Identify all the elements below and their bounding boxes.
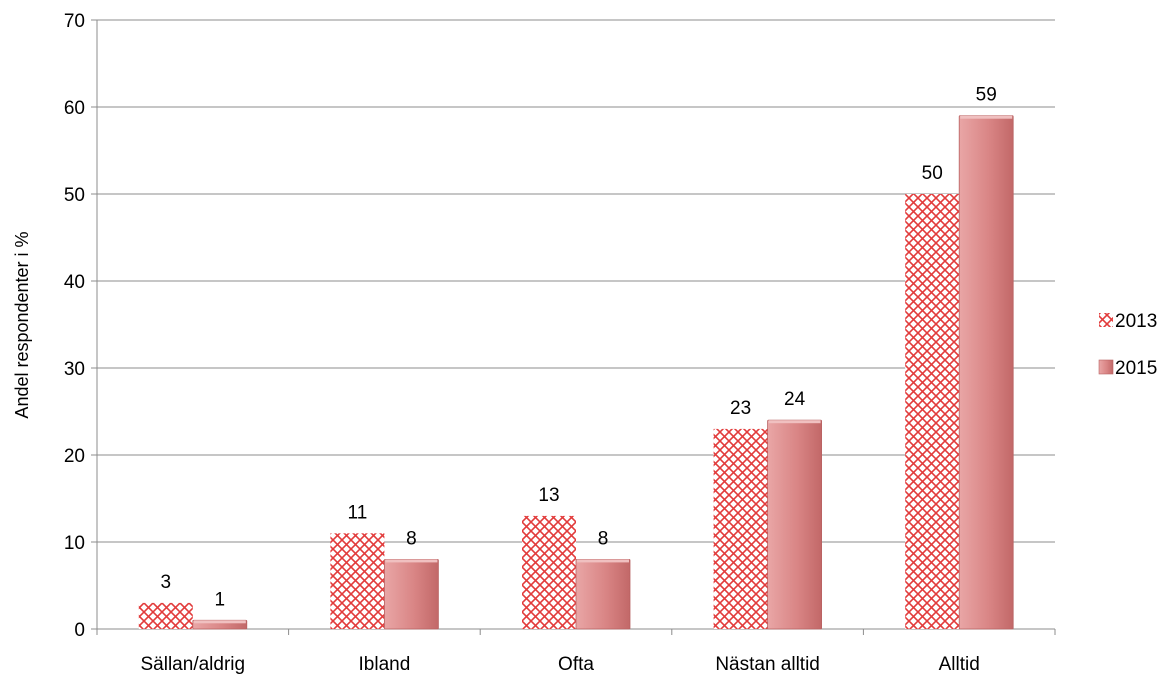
bar-2015-top-highlight — [194, 620, 246, 623]
data-label: 24 — [784, 389, 806, 410]
bar-2015 — [576, 559, 630, 629]
data-label: 8 — [598, 528, 609, 549]
y-tick-label: 10 — [64, 533, 85, 554]
bar-2013 — [905, 194, 959, 629]
bar-2015-top-highlight — [769, 420, 821, 423]
data-label: 8 — [406, 528, 417, 549]
bars — [139, 116, 1013, 629]
legend: 2013 2015 — [1099, 311, 1157, 379]
legend-swatch — [1099, 360, 1113, 374]
data-label: 1 — [215, 589, 226, 610]
y-tick-label: 20 — [64, 446, 85, 467]
legend-label: 2015 — [1115, 358, 1157, 379]
y-tick-label: 0 — [74, 620, 85, 641]
x-tick-label: Ofta — [558, 654, 594, 675]
y-tick-label: 30 — [64, 359, 85, 380]
y-tick-label: 40 — [64, 272, 85, 293]
legend-item-2015: 2015 — [1099, 358, 1157, 379]
y-axis-label: Andel respondenter i % — [12, 231, 32, 418]
data-labels: 3 11 13 23 50 1 8 8 24 59 — [161, 85, 997, 611]
bar-2013 — [139, 603, 193, 629]
bar-2015 — [959, 116, 1013, 629]
bar-2015 — [768, 420, 822, 629]
y-tick-label: 70 — [64, 11, 85, 32]
bar-2015-top-highlight — [577, 559, 629, 562]
bar-2015-top-highlight — [385, 559, 437, 562]
legend-label: 2013 — [1115, 311, 1157, 332]
data-label: 11 — [348, 502, 368, 523]
x-tick-label: Alltid — [939, 654, 980, 675]
data-label: 50 — [922, 163, 943, 184]
x-tick-label: Nästan alltid — [715, 654, 820, 675]
data-label: 13 — [538, 485, 559, 506]
bar-2015 — [384, 559, 438, 629]
y-tick-label: 60 — [64, 98, 85, 119]
bar-2013 — [330, 533, 384, 629]
x-tick-label: Ibland — [359, 654, 411, 675]
bar-2013 — [714, 429, 768, 629]
bar-2015-top-highlight — [960, 116, 1012, 119]
x-tick-label: Sällan/aldrig — [141, 654, 246, 675]
data-label: 23 — [730, 398, 751, 419]
data-label: 3 — [161, 572, 172, 593]
legend-item-2013: 2013 — [1099, 311, 1157, 332]
legend-swatch — [1099, 313, 1113, 327]
data-label: 59 — [976, 85, 997, 106]
y-tick-label: 50 — [64, 185, 85, 206]
bar-2013 — [522, 516, 576, 629]
